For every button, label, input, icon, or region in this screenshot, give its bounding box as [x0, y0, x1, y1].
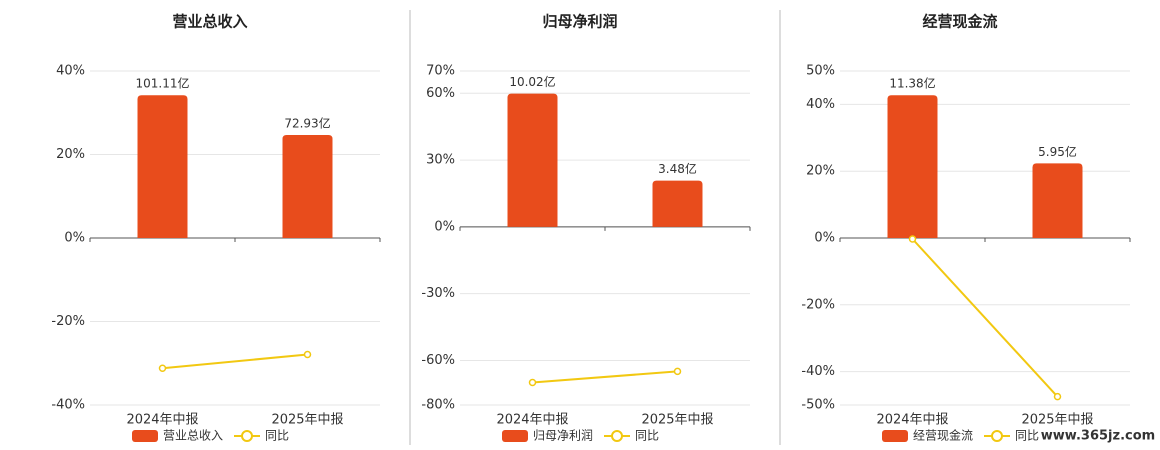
legend-swatch	[132, 430, 158, 442]
watermark: www.365jz.com	[1041, 429, 1155, 444]
chart-title: 营业总收入	[172, 13, 247, 31]
y-tick-label: -20%	[801, 297, 835, 312]
value-label: 3.48亿	[658, 161, 697, 176]
legend-label: 同比	[265, 429, 289, 443]
legend-swatch	[502, 430, 528, 442]
y-tick-label: -30%	[421, 286, 455, 301]
bar	[1032, 163, 1083, 238]
y-tick-label: 0%	[434, 219, 455, 234]
yoy-line	[162, 353, 308, 370]
bar	[652, 180, 703, 227]
x-tick-label: 2024年中报	[496, 413, 568, 428]
value-label: 5.95亿	[1038, 144, 1077, 159]
x-tick-label: 2025年中报	[1021, 413, 1093, 428]
value-label: 72.93亿	[284, 116, 330, 131]
x-tick-label: 2024年中报	[876, 413, 948, 428]
y-tick-label: 0%	[814, 231, 835, 246]
yoy-line	[532, 370, 678, 384]
value-label: 11.38亿	[889, 76, 935, 91]
yoy-point	[158, 364, 167, 373]
y-tick-label: 30%	[426, 153, 455, 168]
y-tick-label: 50%	[806, 64, 835, 79]
yoy-point	[1053, 392, 1062, 401]
value-label: 10.02亿	[509, 74, 555, 89]
legend-label: 经营现金流	[913, 428, 973, 443]
legend-label: 同比	[635, 429, 659, 443]
y-tick-label: 20%	[56, 147, 85, 162]
legend-swatch	[882, 430, 908, 442]
y-tick-label: 0%	[64, 231, 85, 246]
yoy-point	[908, 235, 917, 243]
chart-title: 归母净利润	[542, 13, 617, 31]
y-tick-label: -50%	[801, 398, 835, 413]
yoy-point	[528, 378, 537, 387]
y-tick-label: -20%	[51, 314, 85, 329]
bar	[507, 93, 558, 227]
x-tick-label: 2024年中报	[126, 413, 198, 428]
yoy-point	[303, 350, 312, 359]
bar	[282, 135, 333, 238]
y-tick-label: 70%	[426, 64, 455, 79]
chart-title: 经营现金流	[922, 13, 997, 31]
legend-label: 营业总收入	[163, 429, 223, 443]
y-tick-label: 40%	[806, 97, 835, 112]
x-tick-label: 2025年中报	[271, 413, 343, 428]
yoy-point	[673, 367, 682, 376]
legend-label: 归母净利润	[533, 429, 593, 443]
y-tick-label: -40%	[51, 398, 85, 413]
y-tick-label: -80%	[421, 398, 455, 413]
bar	[137, 95, 188, 238]
value-label: 101.11亿	[136, 76, 190, 91]
legend-label: 同比	[1015, 429, 1039, 443]
yoy-line	[911, 238, 1059, 398]
y-tick-label: 60%	[426, 86, 455, 101]
legend-marker	[611, 430, 623, 442]
y-tick-label: 20%	[806, 164, 835, 179]
x-tick-label: 2025年中报	[641, 413, 713, 428]
y-tick-label: 40%	[56, 64, 85, 79]
bar	[887, 95, 938, 238]
y-tick-label: -40%	[801, 364, 835, 379]
legend-marker	[241, 430, 253, 442]
y-tick-label: -60%	[421, 353, 455, 368]
legend-marker	[991, 430, 1003, 442]
